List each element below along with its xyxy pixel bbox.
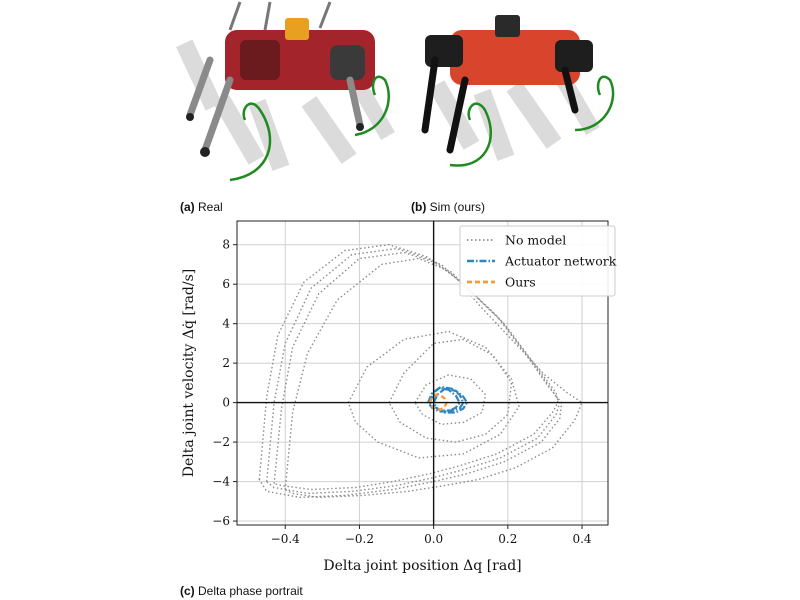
caption-c-text: Delta phase portrait xyxy=(198,584,303,598)
y-tick-label-7: 8 xyxy=(222,238,230,252)
caption-c: (c) Delta phase portrait xyxy=(180,584,303,598)
chart-axes xyxy=(236,220,609,526)
series-loop-0-6 xyxy=(414,374,487,425)
legend-label-2: Ours xyxy=(505,275,536,290)
y-tick-label-0: −6 xyxy=(212,514,230,528)
x-tick-label-3: 0.2 xyxy=(498,532,517,546)
caption-a-text: Real xyxy=(198,200,223,214)
series-loop-0-5 xyxy=(347,330,520,459)
series-loop-0-3 xyxy=(284,257,583,499)
x-tick-label-4: 0.4 xyxy=(572,532,591,546)
y-tick-label-1: −4 xyxy=(212,475,230,489)
legend-label-1: Actuator network xyxy=(504,254,617,269)
caption-a: (a) Real xyxy=(180,200,223,214)
caption-c-tag: (c) xyxy=(180,584,195,598)
caption-b-text: Sim (ours) xyxy=(429,200,486,214)
x-tick-label-0: −0.4 xyxy=(271,532,301,546)
series-loop-0-2 xyxy=(273,251,559,491)
x-axis-label: Delta joint position Δq [rad] xyxy=(323,558,521,574)
x-tick-label-2: 0.0 xyxy=(424,532,443,546)
series-loop-1-2 xyxy=(427,386,461,413)
plot-frame xyxy=(236,220,609,526)
caption-b-tag: (b) xyxy=(411,200,427,214)
chart-ticks: −0.4 −0.2 0.0 0.2 0.4 −6 −4 −2 0 2 4 6 8 xyxy=(212,238,592,546)
series-no-model xyxy=(258,244,583,499)
y-tick-label-6: 6 xyxy=(222,277,230,291)
legend-box xyxy=(459,225,616,297)
real-robot-photo xyxy=(176,1,395,182)
y-axis-label: Delta joint velocity Δq̇ [rad/s] xyxy=(181,269,197,478)
sim-robot-render xyxy=(421,15,615,167)
legend-label-0: No model xyxy=(505,233,566,248)
caption-a-tag: (a) xyxy=(180,200,195,214)
y-tick-label-3: 0 xyxy=(222,396,230,410)
series-loop-0-1 xyxy=(258,244,563,499)
chart-legend: No model Actuator network Ours xyxy=(459,225,617,297)
y-tick-label-2: −2 xyxy=(212,435,230,449)
caption-b: (b) Sim (ours) xyxy=(411,200,485,214)
series-loop-0-4 xyxy=(388,338,513,443)
x-tick-label-1: −0.2 xyxy=(345,532,374,546)
y-tick-label-5: 4 xyxy=(222,317,230,331)
y-tick-label-4: 2 xyxy=(222,356,230,370)
